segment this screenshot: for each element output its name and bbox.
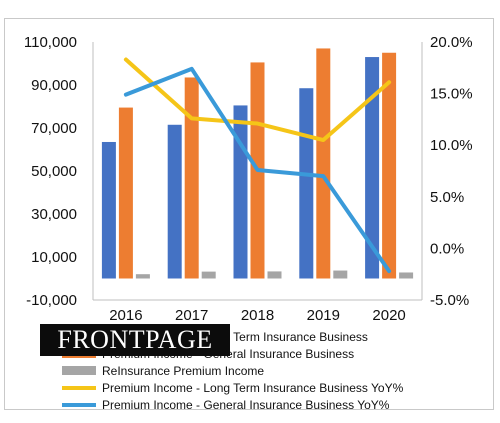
series-line: [123, 57, 392, 143]
logo-text: FRONTPAGE: [57, 325, 213, 354]
bar: [267, 271, 282, 279]
bar: [316, 48, 331, 279]
legend-label: Premium Income - Long Term Insurance Bus…: [102, 381, 404, 395]
y-left-tick-label: 30,000: [31, 206, 77, 223]
y-left-tick-label: 10,000: [31, 249, 77, 266]
axes: [92, 42, 423, 301]
x-tick-label: 2019: [307, 307, 340, 324]
y-right-tick-label: 20.0%: [430, 34, 473, 51]
x-tick-label: 2016: [109, 307, 142, 324]
bar: [365, 57, 380, 279]
bar: [184, 77, 199, 279]
bar: [167, 124, 182, 279]
bar: [101, 141, 116, 279]
y-right-tick-label: 5.0%: [430, 189, 464, 206]
y-right-tick-label: 15.0%: [430, 86, 473, 103]
y-left-tick-label: 70,000: [31, 120, 77, 137]
y-left-tick-label: 90,000: [31, 77, 77, 94]
y-right-tick-label: -5.0%: [430, 292, 469, 309]
y-right-tick-label: 0.0%: [430, 240, 464, 257]
y-left-tick-label: 110,000: [24, 34, 77, 51]
bar: [299, 88, 314, 279]
legend-label: Premium Income - General Insurance Busin…: [102, 398, 390, 412]
legend-label: ReInsurance Premium Income: [102, 364, 264, 378]
series-line: [123, 66, 392, 274]
legend-swatch: [62, 366, 96, 375]
y-right-tick-label: 10.0%: [430, 137, 473, 154]
tick-labels: -10,000 10,000 30,000 50,000 70,000 90,000 110…: [24, 34, 473, 324]
bars: [101, 48, 414, 279]
frontpage-logo: FRONTPAGE: [40, 324, 230, 356]
bar: [201, 271, 216, 279]
bar: [399, 272, 414, 279]
chart-frame: [4, 18, 494, 410]
bar: [382, 52, 397, 279]
bar: [135, 274, 150, 279]
y-left-tick-label: 50,000: [31, 163, 77, 180]
y-left-tick-label: -10,000: [26, 292, 77, 309]
bar: [118, 107, 133, 279]
x-tick-label: 2018: [241, 307, 274, 324]
bar: [233, 105, 248, 279]
lines: [123, 57, 392, 274]
bar: [333, 270, 348, 279]
x-tick-label: 2020: [372, 307, 405, 324]
x-tick-label: 2017: [175, 307, 208, 324]
